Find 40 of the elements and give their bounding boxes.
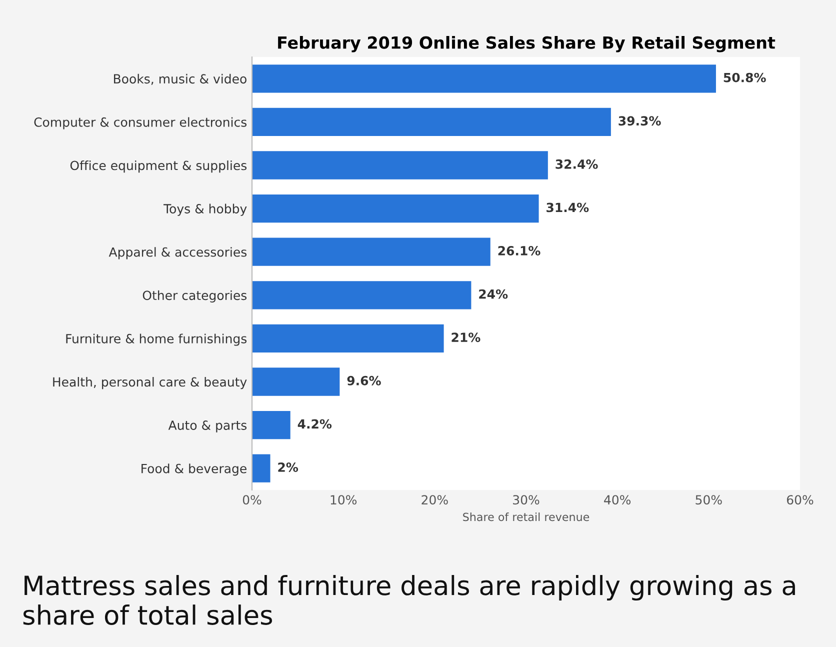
x-tick-label: 50% [696, 495, 722, 505]
bar [252, 368, 340, 396]
data-label: 39.3% [618, 116, 661, 126]
bar [252, 108, 611, 136]
bar [252, 151, 548, 180]
y-tick-label: Auto & parts [168, 420, 247, 432]
bar [252, 410, 290, 440]
y-tick-label: Books, music & video [114, 74, 246, 85]
data-label: 26.1% [498, 246, 540, 256]
x-tick-label: 30% [513, 495, 540, 505]
bar [252, 194, 539, 223]
bar [252, 281, 472, 310]
x-tick-label: 0% [242, 495, 262, 505]
chart-title: February 2019 Online Sales Share By Retail Segment [278, 36, 776, 52]
x-tick-label: 20% [422, 495, 448, 505]
data-label: 32.4% [556, 159, 598, 169]
data-label: 4.2% [298, 419, 332, 429]
y-tick-label: Other categories [142, 290, 247, 302]
data-label: 2% [278, 462, 298, 472]
y-tick-label: Furniture & home furnishings [66, 334, 247, 346]
y-tick-label: Toys & hobby [164, 204, 247, 216]
x-tick-label: 10% [330, 495, 357, 505]
y-tick-label: Apparel & accessories [108, 247, 247, 260]
bar [252, 238, 490, 266]
data-label: 24% [479, 289, 508, 299]
y-tick-label: Health, personal care & beauty [53, 377, 247, 390]
x-tick-label: 40% [604, 495, 631, 505]
text: Mattress sales and furniture deals are rapidly growing as a share of total sales [23, 575, 795, 625]
y-tick-label: Computer & consumer electronics [34, 117, 247, 130]
data-label: 50.8% [724, 72, 766, 82]
x-axis-title: Share of retail revenue [463, 512, 590, 522]
bar [252, 64, 716, 93]
bar [252, 454, 270, 482]
bar [252, 324, 444, 353]
data-label: 31.4% [546, 202, 589, 212]
y-tick-label: Office equipment & supplies [70, 160, 247, 173]
data-label: 9.6% [347, 376, 381, 386]
x-tick-label: 60% [786, 495, 814, 505]
y-tick-label: Food & beverage [142, 464, 246, 476]
data-label: 21% [452, 332, 480, 342]
